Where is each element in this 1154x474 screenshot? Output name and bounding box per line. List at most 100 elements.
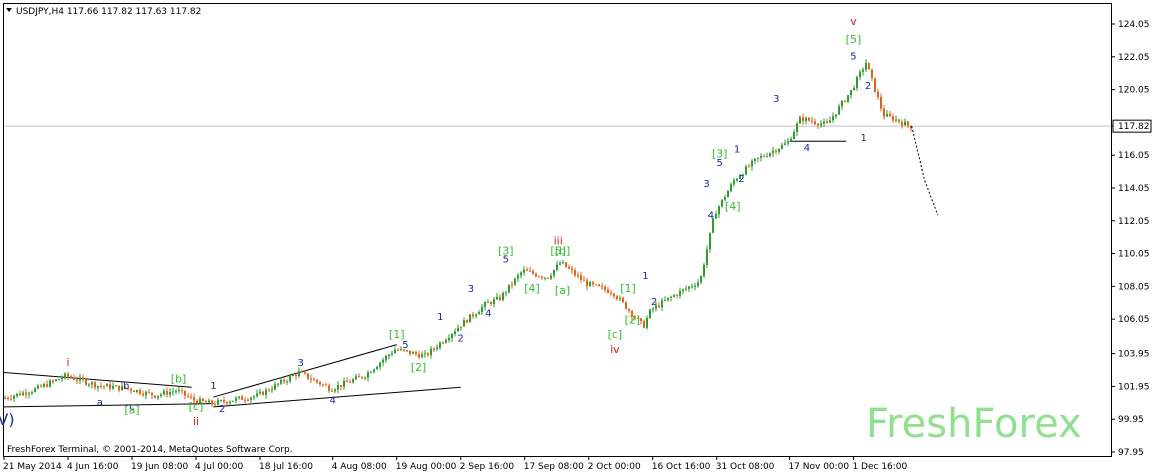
candle-bull xyxy=(796,123,798,132)
trendline[interactable] xyxy=(3,403,214,408)
candle-bull xyxy=(289,375,291,382)
candle-bear xyxy=(361,376,363,379)
price-tick-label: 101.95 xyxy=(1118,382,1150,392)
wave-label-green: [3] xyxy=(712,148,728,161)
time-tick-label: 21 May 2014 xyxy=(3,462,62,472)
candle-bear xyxy=(604,286,606,290)
trendline[interactable] xyxy=(3,371,192,388)
wave-label-green: [2] xyxy=(625,313,641,326)
candle-bull xyxy=(493,299,495,304)
candle-bull xyxy=(91,382,93,385)
wave-label-blue: 4 xyxy=(804,143,810,154)
wave-label-blue: 5 xyxy=(716,158,722,169)
candle-bull xyxy=(232,400,234,402)
candle-bear xyxy=(433,348,435,350)
candle-bear xyxy=(547,277,549,279)
candle-bull xyxy=(757,157,759,159)
price-axis[interactable]: 124.05 122.05 120.05 117.82 116.05 114.05 112.… xyxy=(1111,20,1152,458)
triangle-down-icon[interactable] xyxy=(6,8,12,12)
copyright-text: FreshForex Terminal, © 2001-2014, MetaQu… xyxy=(7,445,293,455)
candle-bull xyxy=(481,306,483,313)
wave-label-green: [2] xyxy=(411,361,427,374)
candle-bear xyxy=(577,275,579,277)
time-axis[interactable]: 21 May 2014 4 Jun 16:00 19 Jun 08:00 4 Jul … xyxy=(3,456,908,472)
candle-bear xyxy=(124,386,126,389)
candle-bull xyxy=(265,389,267,395)
candle-bear xyxy=(139,390,141,394)
candle-bear xyxy=(202,398,204,402)
candle-bull xyxy=(712,218,714,233)
candle-bear xyxy=(880,97,882,109)
candle-bear xyxy=(190,396,192,398)
wave-label-green: [4] xyxy=(524,282,540,295)
candle-bull xyxy=(838,106,840,115)
candle-bull xyxy=(835,114,837,117)
candle-bear xyxy=(100,385,102,387)
candle-bull xyxy=(778,148,780,152)
candle-bear xyxy=(442,342,444,344)
candle-bear xyxy=(817,123,819,126)
candle-bear xyxy=(625,301,627,310)
candle-bull xyxy=(457,327,459,332)
candle-bear xyxy=(313,379,315,381)
chart-header: USDJPY,H4 117.66 117.82 117.63 117.82 xyxy=(6,7,201,17)
price-tick-label: 124.05 xyxy=(1118,20,1150,30)
candle-bull xyxy=(496,296,498,300)
candle-bull xyxy=(106,384,108,387)
candle-bull xyxy=(886,113,888,117)
candle-bull xyxy=(79,377,81,381)
candle-bull xyxy=(769,153,771,157)
candle-bear xyxy=(580,275,582,280)
wave-label-green: [1] xyxy=(620,282,636,295)
wave-label-red: v xyxy=(850,15,857,28)
candle-bull xyxy=(772,150,774,154)
candle-bear xyxy=(166,391,168,395)
candle-bull xyxy=(694,285,696,287)
current-price-box xyxy=(1112,119,1152,133)
candle-bull xyxy=(274,384,276,390)
candle-bull xyxy=(727,191,729,198)
candle-bear xyxy=(193,397,195,401)
candle-bull xyxy=(448,337,450,341)
time-tick-label: 2 Sep 16:00 xyxy=(460,462,515,472)
candle-bear xyxy=(622,297,624,302)
wave-label-blue: 1 xyxy=(210,381,216,392)
candle-bear xyxy=(409,350,411,355)
candle-bull xyxy=(22,392,24,396)
candle-bear xyxy=(262,391,264,395)
candle-bear xyxy=(328,385,330,391)
candle-bear xyxy=(907,121,909,126)
wave-label-blue: 2 xyxy=(865,81,871,92)
candle-bull xyxy=(424,353,426,355)
time-tick-label: 2 Oct 00:00 xyxy=(588,462,641,472)
candle-bull xyxy=(37,385,39,389)
candle-bear xyxy=(658,305,660,308)
candle-bull xyxy=(655,305,657,309)
trendline[interactable] xyxy=(213,386,461,408)
candle-bull xyxy=(664,300,666,302)
candle-bull xyxy=(4,397,6,399)
candle-bull xyxy=(679,290,681,296)
wave-label-green: [5] xyxy=(550,244,566,257)
candle-bear xyxy=(142,393,144,396)
time-tick-label: 4 Aug 08:00 xyxy=(332,462,387,472)
price-tick-label: 110.05 xyxy=(1118,250,1150,260)
candle-bull xyxy=(112,386,114,389)
candle-bull xyxy=(64,373,66,379)
current-price-label: 117.82 xyxy=(1118,122,1150,132)
wave-label-blue: 2 xyxy=(458,333,464,344)
candle-bear xyxy=(814,121,816,124)
wave-label-blue: 1 xyxy=(642,271,648,282)
candle-bull xyxy=(697,282,699,286)
candle-bull xyxy=(286,381,288,383)
candle-bull xyxy=(691,286,693,288)
candle-bear xyxy=(148,391,150,393)
candle-bear xyxy=(181,390,183,392)
candle-bull xyxy=(793,131,795,139)
candle-bull xyxy=(502,292,504,300)
candle-bull xyxy=(388,354,390,357)
wave-label-blue: V) xyxy=(0,410,15,429)
candle-bear xyxy=(283,379,285,382)
candle-bull xyxy=(88,384,90,386)
